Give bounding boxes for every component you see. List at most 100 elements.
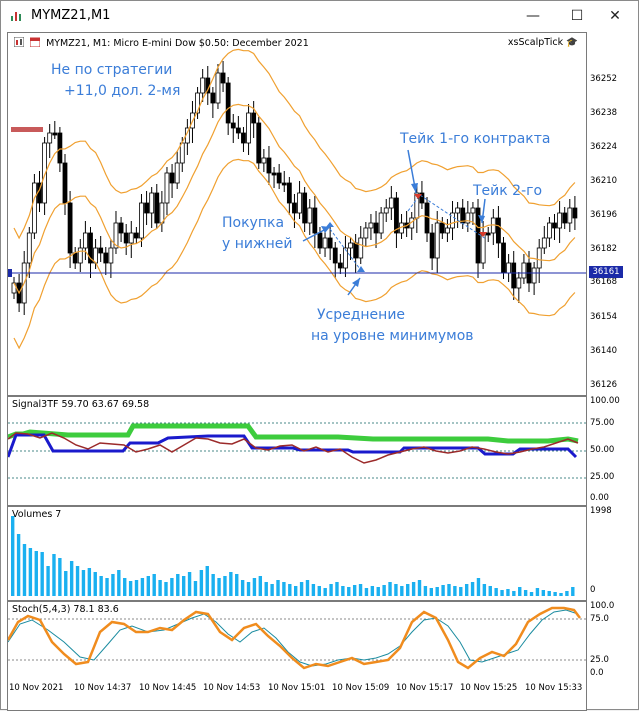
volume-bar xyxy=(252,578,257,596)
volume-bar xyxy=(28,548,33,596)
volume-bar xyxy=(217,578,221,596)
candle xyxy=(47,132,53,144)
volume-bar xyxy=(134,580,139,596)
candle xyxy=(332,247,338,264)
volume-bar xyxy=(329,584,333,596)
volume-bar xyxy=(394,584,398,596)
volume-bar xyxy=(571,587,575,596)
candle xyxy=(455,207,461,214)
candle xyxy=(108,247,114,264)
candle xyxy=(353,242,359,259)
candle xyxy=(103,252,109,264)
volume-bar xyxy=(22,544,27,596)
candle xyxy=(485,232,491,236)
candle xyxy=(541,237,547,249)
time-axis[interactable]: 10 Nov 2021 10 Nov 14:37 10 Nov 14:45 10… xyxy=(7,680,587,700)
candle xyxy=(388,197,394,209)
candle xyxy=(256,122,262,164)
candle xyxy=(271,172,277,176)
volume-bar xyxy=(347,587,351,596)
price-pane[interactable]: MYMZ21, M1: Micro E-mini Dow $0.50: Dece… xyxy=(7,32,587,396)
signal-axis: 100.00 75.00 50.00 25.00 0.00 xyxy=(587,396,637,504)
candle xyxy=(144,202,149,214)
close-button[interactable]: ✕ xyxy=(609,8,621,24)
candle xyxy=(42,142,47,204)
candle xyxy=(154,192,160,224)
candle xyxy=(562,212,568,224)
volume-tick-1: 0 xyxy=(590,585,596,595)
volume-bar xyxy=(193,581,198,596)
candle xyxy=(67,202,73,254)
volume-bar xyxy=(529,592,534,596)
stoch-chart-canvas xyxy=(8,606,586,670)
volume-bar xyxy=(11,516,15,596)
volume-bar xyxy=(229,572,233,596)
candle xyxy=(174,162,180,184)
candle xyxy=(394,197,399,234)
candle xyxy=(557,212,563,229)
price-axis[interactable]: 36252 36238 36224 36210 36196 36182 3616… xyxy=(587,32,637,394)
volume-bar xyxy=(246,582,251,596)
time-tick-6: 10 Nov 15:17 xyxy=(396,683,454,693)
candle xyxy=(159,202,165,224)
time-tick-0: 10 Nov 2021 xyxy=(9,683,64,693)
take1-mark xyxy=(414,194,422,199)
volume-bar xyxy=(500,590,504,596)
candle xyxy=(286,182,292,204)
volume-pane[interactable]: Volumes 7 xyxy=(7,506,587,601)
candle xyxy=(241,132,246,144)
candle xyxy=(118,222,124,234)
take2-arrow-head xyxy=(478,215,485,223)
candle xyxy=(363,227,369,239)
candle xyxy=(501,242,506,274)
stoch-tick-1: 75.0 xyxy=(590,614,609,624)
candle xyxy=(317,232,323,249)
volume-bar xyxy=(447,584,451,596)
candle xyxy=(200,77,206,94)
trade-line-buy xyxy=(329,228,361,270)
signal-blue-line xyxy=(8,433,578,459)
volume-bar xyxy=(111,574,115,596)
candle xyxy=(210,92,216,104)
candle xyxy=(139,202,144,239)
time-tick-4: 10 Nov 15:01 xyxy=(268,683,326,693)
candle xyxy=(378,212,384,234)
calendar-icon[interactable] xyxy=(30,37,41,47)
volume-bar xyxy=(205,566,209,596)
candle xyxy=(266,157,272,174)
stoch-tick-3: 0.0 xyxy=(590,668,604,678)
volume-bar xyxy=(565,591,569,596)
candle xyxy=(348,242,353,249)
volume-bar xyxy=(276,580,280,596)
buy-arrow-head xyxy=(321,226,330,233)
time-tick-7: 10 Nov 15:25 xyxy=(460,683,518,693)
chart-settings-icon[interactable] xyxy=(14,37,24,47)
signal-pane[interactable]: Signal3TF 59.70 63.67 69.58 xyxy=(7,396,587,506)
volume-bar xyxy=(152,574,156,596)
volume-bar xyxy=(341,586,345,596)
volume-bar xyxy=(441,585,445,596)
signal-tick-0: 100.00 xyxy=(590,396,620,406)
candle xyxy=(424,202,430,234)
candle xyxy=(322,237,328,249)
volume-bar xyxy=(258,576,263,596)
maximize-button[interactable]: ☐ xyxy=(570,8,584,24)
title-bar[interactable]: MYMZ21,M1 — ☐ ✕ xyxy=(1,1,638,32)
candle xyxy=(450,212,455,229)
volume-bar xyxy=(317,586,321,596)
volume-bar xyxy=(388,582,392,596)
volume-bar xyxy=(146,576,150,596)
stoch-signal-line xyxy=(8,609,579,667)
chart-area[interactable]: MYMZ21, M1: Micro E-mini Dow $0.50: Dece… xyxy=(7,32,587,711)
candle xyxy=(149,192,155,214)
volume-bar xyxy=(305,580,310,596)
candle xyxy=(251,112,257,124)
signal-tick-2: 50.00 xyxy=(590,445,615,455)
volume-bar xyxy=(99,576,103,596)
volume-bar xyxy=(411,582,416,596)
minimize-button[interactable]: — xyxy=(526,8,540,24)
candle xyxy=(52,132,58,136)
volume-bar xyxy=(294,586,298,596)
volume-bar xyxy=(211,574,215,596)
price-tick-3: 36210 xyxy=(590,176,618,186)
